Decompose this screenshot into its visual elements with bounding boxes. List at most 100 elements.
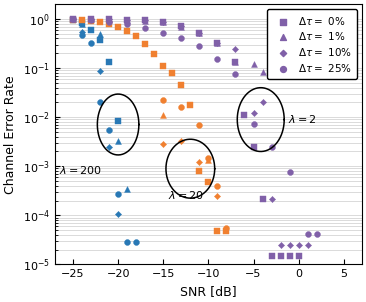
Point [115, 118, 121, 123]
Point [97, 100, 103, 105]
Point [88, 27, 94, 32]
Point [97, 19, 103, 24]
Point [124, 28, 130, 33]
Point [214, 193, 220, 198]
Legend: $\Delta\tau=\ 0\%$, $\Delta\tau=\ 1\%$, $\Delta\tau=\ 10\%$, $\Delta\tau=\ 25\%$: $\Delta\tau=\ 0\%$, $\Delta\tau=\ 1\%$, … [267, 9, 356, 79]
Point [70, 17, 76, 21]
Point [115, 212, 121, 217]
Point [259, 196, 265, 201]
Point [305, 243, 311, 247]
Text: $\lambda = 200$: $\lambda = 200$ [59, 164, 102, 176]
Point [232, 60, 238, 65]
Point [160, 64, 166, 69]
Point [214, 40, 220, 45]
Point [178, 24, 184, 28]
Y-axis label: Channel Error Rate: Channel Error Rate [4, 75, 17, 194]
Point [151, 52, 157, 57]
Point [232, 72, 238, 77]
Point [178, 36, 184, 41]
Point [278, 253, 284, 258]
Point [70, 18, 76, 23]
Point [115, 192, 121, 197]
Point [106, 60, 112, 65]
Point [106, 144, 112, 149]
Point [224, 229, 229, 233]
Point [70, 17, 76, 21]
Point [97, 37, 103, 42]
Point [160, 142, 166, 147]
Point [197, 31, 202, 35]
Point [269, 253, 274, 258]
Point [79, 29, 85, 34]
Point [197, 169, 202, 173]
X-axis label: SNR [dB]: SNR [dB] [180, 285, 237, 298]
Point [70, 17, 76, 21]
Point [115, 138, 121, 143]
Point [79, 22, 85, 27]
Point [251, 111, 257, 116]
Point [70, 17, 76, 21]
Point [278, 243, 284, 247]
Point [88, 18, 94, 22]
Point [142, 26, 148, 31]
Point [214, 57, 220, 62]
Point [269, 72, 274, 77]
Point [160, 113, 166, 117]
Point [242, 113, 247, 117]
Point [115, 24, 121, 29]
Point [251, 144, 257, 149]
Point [178, 24, 184, 28]
Point [160, 19, 166, 24]
Point [287, 253, 292, 258]
Point [88, 17, 94, 21]
Text: $\lambda = 20$: $\lambda = 20$ [168, 188, 204, 201]
Point [142, 18, 148, 23]
Point [97, 68, 103, 73]
Point [124, 22, 130, 27]
Point [232, 47, 238, 52]
Point [259, 100, 265, 105]
Point [178, 83, 184, 88]
Point [287, 170, 292, 175]
Point [106, 17, 112, 22]
Point [160, 31, 166, 35]
Point [106, 19, 112, 24]
Point [197, 31, 202, 35]
Point [205, 157, 211, 162]
Point [106, 17, 112, 22]
Point [142, 41, 148, 46]
Text: $\lambda = 2$: $\lambda = 2$ [288, 113, 317, 125]
Point [314, 231, 320, 236]
Point [79, 21, 85, 26]
Point [106, 21, 112, 26]
Point [296, 243, 302, 247]
Point [124, 18, 130, 22]
Point [251, 62, 257, 66]
Point [124, 17, 130, 22]
Point [88, 18, 94, 23]
Point [197, 31, 202, 35]
Point [269, 196, 274, 201]
Point [205, 179, 211, 184]
Point [97, 31, 103, 36]
Point [160, 20, 166, 24]
Point [106, 17, 112, 22]
Point [133, 240, 139, 245]
Point [88, 17, 94, 21]
Point [160, 20, 166, 25]
Point [142, 18, 148, 22]
Point [124, 186, 130, 191]
Point [178, 24, 184, 29]
Point [214, 183, 220, 188]
Point [197, 160, 202, 165]
Point [88, 17, 94, 21]
Point [224, 226, 229, 230]
Point [79, 18, 85, 22]
Point [169, 70, 175, 75]
Point [124, 17, 130, 22]
Point [178, 105, 184, 110]
Point [79, 32, 85, 37]
Point [70, 17, 76, 22]
Point [296, 253, 302, 258]
Point [197, 44, 202, 49]
